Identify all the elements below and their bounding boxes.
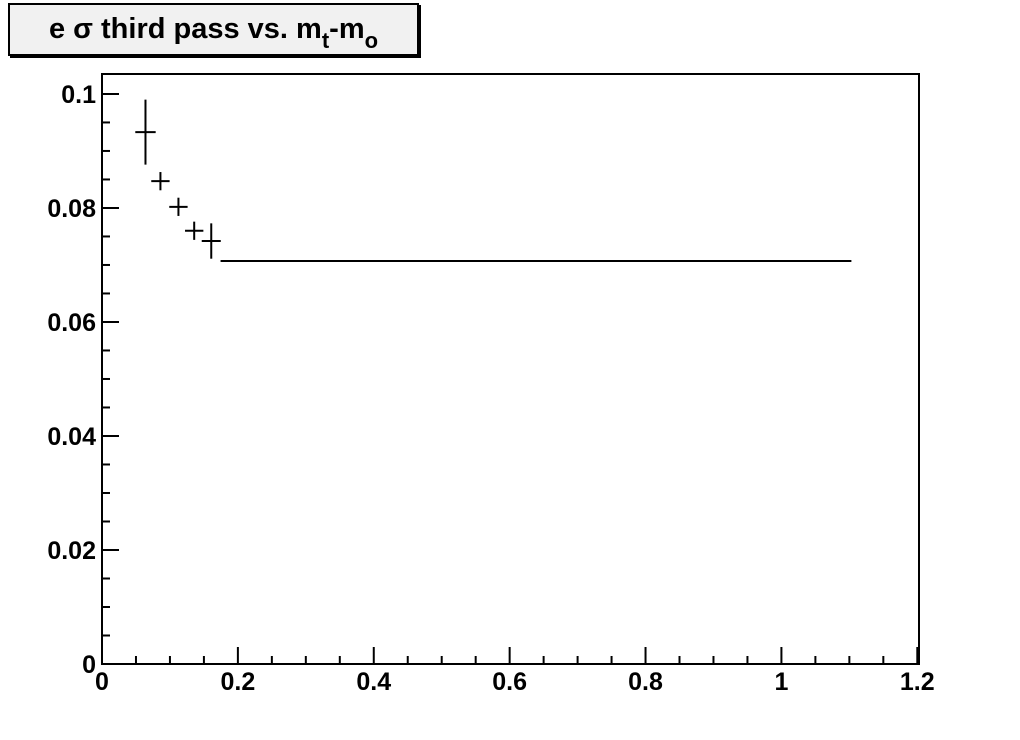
y-tick-label: 0.1	[61, 81, 96, 109]
x-tick-label: 1.2	[900, 668, 935, 696]
plot-title-text: e σ third pass vs. mt-mo	[48, 13, 378, 52]
title-mid: -m	[329, 13, 365, 45]
title-subscript-o: o	[364, 28, 379, 53]
x-tick-label: 0.4	[356, 668, 391, 696]
title-subscript-t: t	[321, 28, 330, 53]
title-prefix: e σ third pass vs. m	[48, 13, 322, 45]
plot-frame	[101, 73, 920, 665]
data-point	[169, 197, 188, 216]
data-point	[185, 221, 204, 240]
y-tick-label: 0.06	[47, 309, 96, 337]
plot-title-box: e σ third pass vs. mt-mo	[8, 3, 419, 56]
data-point	[135, 99, 156, 165]
data-point	[201, 223, 221, 259]
x-tick-label: 0.8	[628, 668, 663, 696]
data-point	[151, 172, 170, 191]
x-tick-label: 1	[774, 668, 788, 696]
x-tick-label: 0.6	[492, 668, 527, 696]
x-tick-label: 0	[95, 668, 109, 696]
y-tick-label: 0.04	[47, 423, 96, 451]
y-tick-label: 0.02	[47, 537, 96, 565]
y-tick-label: 0	[82, 651, 96, 679]
y-tick-label: 0.08	[47, 195, 96, 223]
x-tick-label: 0.2	[221, 668, 256, 696]
